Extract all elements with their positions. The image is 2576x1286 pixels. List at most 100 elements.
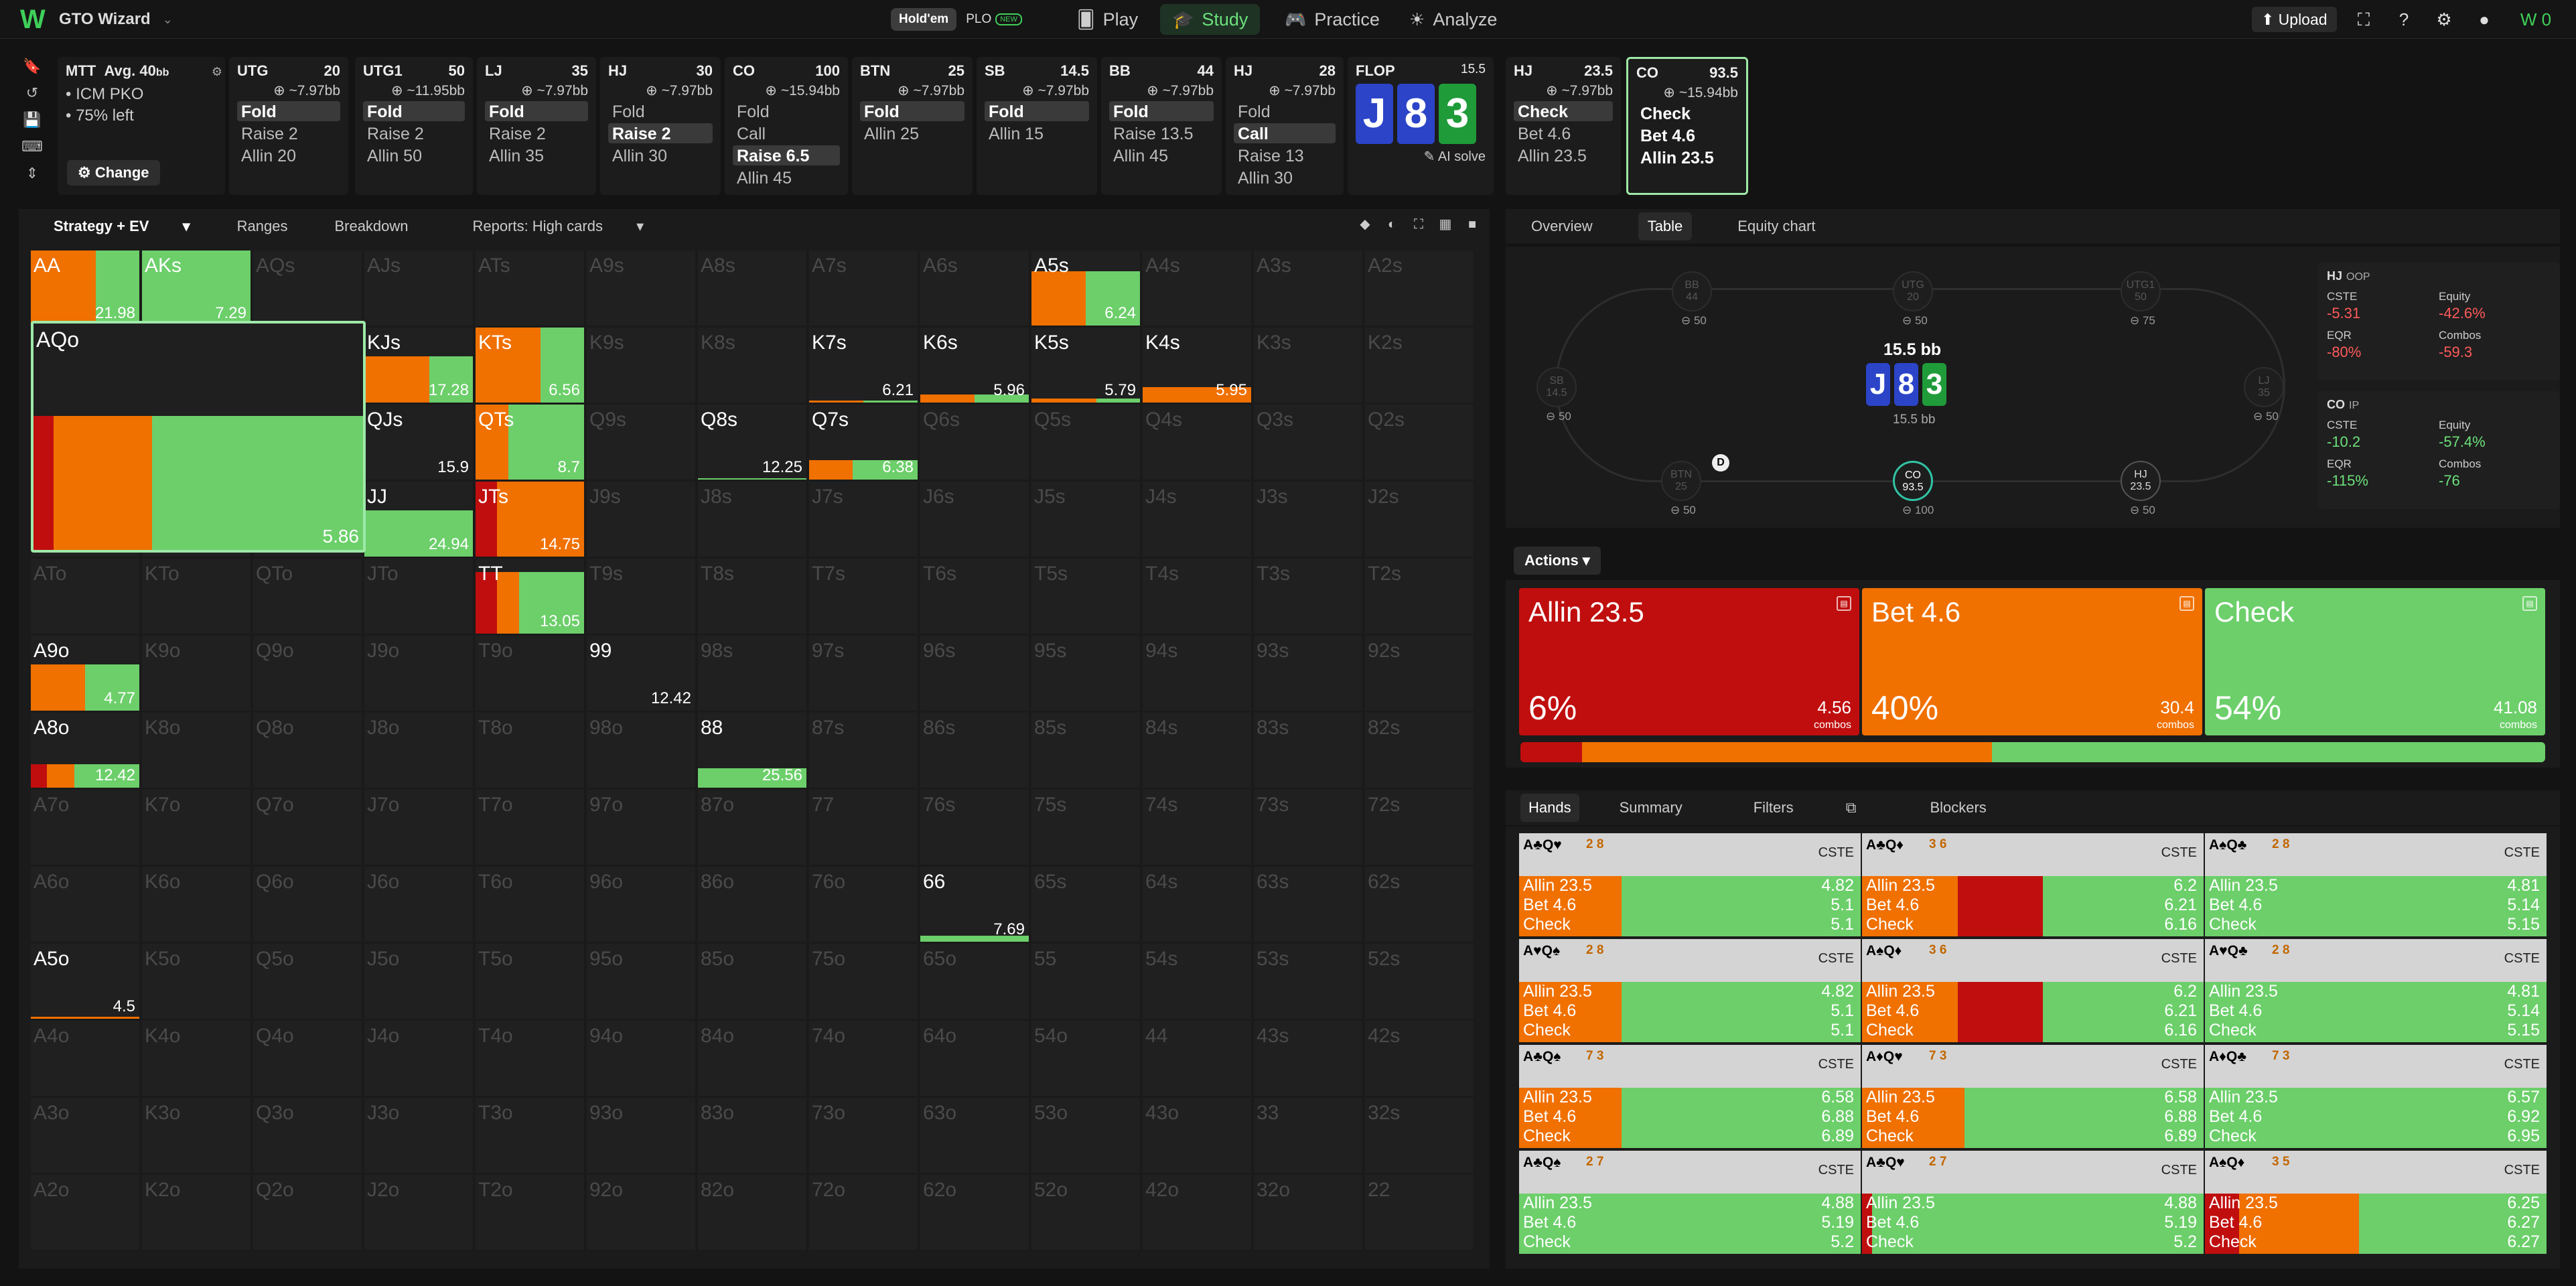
history-option[interactable]: Allin 23.5 — [1518, 147, 1587, 165]
hand-combo[interactable]: A♣Q♠ 7 3 CSTE Allin 23.5 Bet 4.6 Check 6.58 6.8… — [1519, 1045, 1861, 1148]
history-option[interactable]: Fold — [1238, 102, 1271, 121]
hand-cell-k9s[interactable]: K9s — [587, 328, 697, 404]
hand-cell-63s[interactable]: 63s — [1254, 867, 1364, 943]
hand-cell-t7s[interactable]: T7s — [809, 559, 919, 635]
hand-cell-k2s[interactable]: K2s — [1365, 328, 1475, 404]
hand-cell-99[interactable]: 99 12.42 — [587, 636, 697, 712]
hand-cell-87s[interactable]: 87s — [809, 713, 919, 789]
hand-cell-q2o[interactable]: Q2o — [253, 1175, 363, 1251]
focus-icon[interactable]: ⛶ — [1414, 217, 1423, 232]
hand-cell-32s[interactable]: 32s — [1365, 1098, 1475, 1174]
hand-cell-k7o[interactable]: K7o — [142, 790, 252, 866]
hand-cell-a9o[interactable]: A9o 4.77 — [31, 636, 141, 712]
tab-breakdown[interactable]: Breakdown — [334, 218, 409, 234]
hand-cell-q8o[interactable]: Q8o — [253, 713, 363, 789]
history-option[interactable]: Allin 30 — [612, 147, 667, 165]
hand-combo[interactable]: A♣Q♦ 3 6 CSTE Allin 23.5 Bet 4.6 Check 6.2 6.21… — [1862, 833, 2204, 936]
hand-cell-j3s[interactable]: J3s — [1254, 482, 1364, 558]
hand-cell-63o[interactable]: 63o — [920, 1098, 1030, 1174]
hand-cell-42o[interactable]: 42o — [1143, 1175, 1253, 1251]
hand-cell-j2o[interactable]: J2o — [364, 1175, 474, 1251]
hand-cell-aqo[interactable]: AQo 5.86 — [31, 321, 366, 553]
hand-cell-j6o[interactable]: J6o — [364, 867, 474, 943]
seat-btn[interactable]: BTN 25 — [1661, 461, 1701, 501]
history-option[interactable]: Check — [1640, 104, 1691, 123]
hand-cell-ato[interactable]: ATo — [31, 559, 141, 635]
history-card-btn[interactable]: BTN 25 ⊕ ~7.97bb Fold Allin 25 — [852, 57, 973, 195]
hand-cell-tt[interactable]: TT 13.05 — [476, 559, 585, 635]
hand-cell-q7s[interactable]: Q7s 6.38 — [809, 405, 919, 481]
hand-cell-94s[interactable]: 94s — [1143, 636, 1253, 712]
hand-cell-a4s[interactable]: A4s — [1143, 251, 1253, 327]
hand-cell-t5o[interactable]: T5o — [476, 944, 585, 1020]
hand-cell-85o[interactable]: 85o — [698, 944, 808, 1020]
seat-bb[interactable]: BB 44 — [1672, 271, 1712, 311]
history-option[interactable]: Raise 2 — [367, 125, 424, 143]
hand-cell-kjs[interactable]: KJs 17.28 — [364, 328, 474, 404]
history-card-co[interactable]: CO 100 ⊕ ~15.94bb Fold Call Raise 6.5 Allin 45 — [725, 57, 848, 195]
hand-cell-k6s[interactable]: K6s 5.96 — [920, 328, 1030, 404]
nav-analyze[interactable]: ☀ Analyze — [1397, 4, 1509, 35]
hand-cell-t6o[interactable]: T6o — [476, 867, 585, 943]
wallet[interactable]: W 0 — [2520, 9, 2552, 29]
history-option[interactable]: Raise 13.5 — [1113, 125, 1194, 143]
hand-cell-65s[interactable]: 65s — [1031, 867, 1141, 943]
seat-hj[interactable]: HJ 23.5 — [2121, 461, 2161, 501]
hand-combo[interactable]: A♦Q♣ 7 3 CSTE Allin 23.5 Bet 4.6 Check 6.57 6.9… — [2205, 1045, 2547, 1148]
seat-utg1[interactable]: UTG1 50 — [2121, 271, 2161, 311]
action-box-2[interactable]: Check ▤ 54% 41.08 combos — [2205, 588, 2545, 735]
hand-cell-j3o[interactable]: J3o — [364, 1098, 474, 1174]
hand-cell-t2o[interactable]: T2o — [476, 1175, 585, 1251]
hand-cell-a6o[interactable]: A6o — [31, 867, 141, 943]
history-option[interactable]: Bet 4.6 — [1518, 125, 1571, 143]
tab-strategy-ev[interactable]: Strategy + EV ▾ — [54, 218, 190, 234]
hand-cell-t2s[interactable]: T2s — [1365, 559, 1475, 635]
hand-cell-64s[interactable]: 64s — [1143, 867, 1253, 943]
contrast-icon[interactable]: ◐ — [1387, 217, 1397, 232]
hand-cell-j4o[interactable]: J4o — [364, 1021, 474, 1097]
hand-cell-53s[interactable]: 53s — [1254, 944, 1364, 1020]
hand-cell-22[interactable]: 22 — [1365, 1175, 1475, 1251]
history-option[interactable]: Allin 23.5 — [1640, 149, 1714, 167]
hand-cell-q5s[interactable]: Q5s — [1031, 405, 1141, 481]
hand-cell-a2o[interactable]: A2o — [31, 1175, 141, 1251]
history-option[interactable]: Fold — [363, 101, 465, 121]
history-option[interactable]: Fold — [737, 102, 770, 121]
screenshot-icon[interactable]: ⛶ — [2357, 9, 2370, 29]
seat-lj[interactable]: LJ 35 — [2244, 367, 2284, 407]
hand-cell-kto[interactable]: KTo — [142, 559, 252, 635]
grid-icon[interactable]: ▦ — [1439, 217, 1452, 232]
hand-cell-95o[interactable]: 95o — [587, 944, 697, 1020]
hand-cell-t6s[interactable]: T6s — [920, 559, 1030, 635]
hand-cell-a7o[interactable]: A7o — [31, 790, 141, 866]
hand-cell-72o[interactable]: 72o — [809, 1175, 919, 1251]
history2-card-co[interactable]: CO 93.5 ⊕ ~15.94bb Check Bet 4.6 Allin 23.5 — [1626, 57, 1748, 195]
hand-cell-k3s[interactable]: K3s — [1254, 328, 1364, 404]
hand-cell-q8s[interactable]: Q8s 12.25 — [698, 405, 808, 481]
history-icon[interactable]: ↺ — [25, 84, 39, 101]
history-option[interactable]: Fold — [985, 101, 1089, 121]
hand-combo[interactable]: A♣Q♥ 2 7 CSTE Allin 23.5 Bet 4.6 Check 4.88 5.1… — [1862, 1151, 2204, 1254]
hand-cell-q6o[interactable]: Q6o — [253, 867, 363, 943]
nav-practice[interactable]: 🎮 Practice — [1273, 4, 1392, 35]
history-card-utg[interactable]: UTG 20 ⊕ ~7.97bb Fold Raise 2 Allin 20 — [229, 57, 348, 195]
hand-cell-jj[interactable]: JJ 24.94 — [364, 482, 474, 558]
tab-filters[interactable]: Filters ⧉ — [1723, 794, 1890, 822]
hand-cell-j9o[interactable]: J9o — [364, 636, 474, 712]
user-icon[interactable]: ● — [2479, 9, 2490, 29]
history-option[interactable]: Fold — [485, 101, 588, 121]
hand-cell-q3o[interactable]: Q3o — [253, 1098, 363, 1174]
history-card-hj[interactable]: HJ 30 ⊕ ~7.97bb Fold Raise 2 Allin 30 — [600, 57, 721, 195]
hand-cell-54s[interactable]: 54s — [1143, 944, 1253, 1020]
bookmark-icon[interactable]: 🔖 — [23, 58, 42, 74]
hand-cell-ats[interactable]: ATs — [476, 251, 585, 327]
hand-cell-a2s[interactable]: A2s — [1365, 251, 1475, 327]
tab-blockers[interactable]: Blockers — [1930, 799, 1987, 816]
hand-cell-82s[interactable]: 82s — [1365, 713, 1475, 789]
history-option[interactable]: Check — [1514, 101, 1613, 121]
upload-button[interactable]: ⬆ Upload — [2252, 7, 2337, 32]
brand[interactable]: W GTO Wizard ⌄ — [20, 0, 173, 39]
save-icon[interactable]: 💾 — [23, 111, 42, 128]
hand-cell-52o[interactable]: 52o — [1031, 1175, 1141, 1251]
hand-cell-j5o[interactable]: J5o — [364, 944, 474, 1020]
